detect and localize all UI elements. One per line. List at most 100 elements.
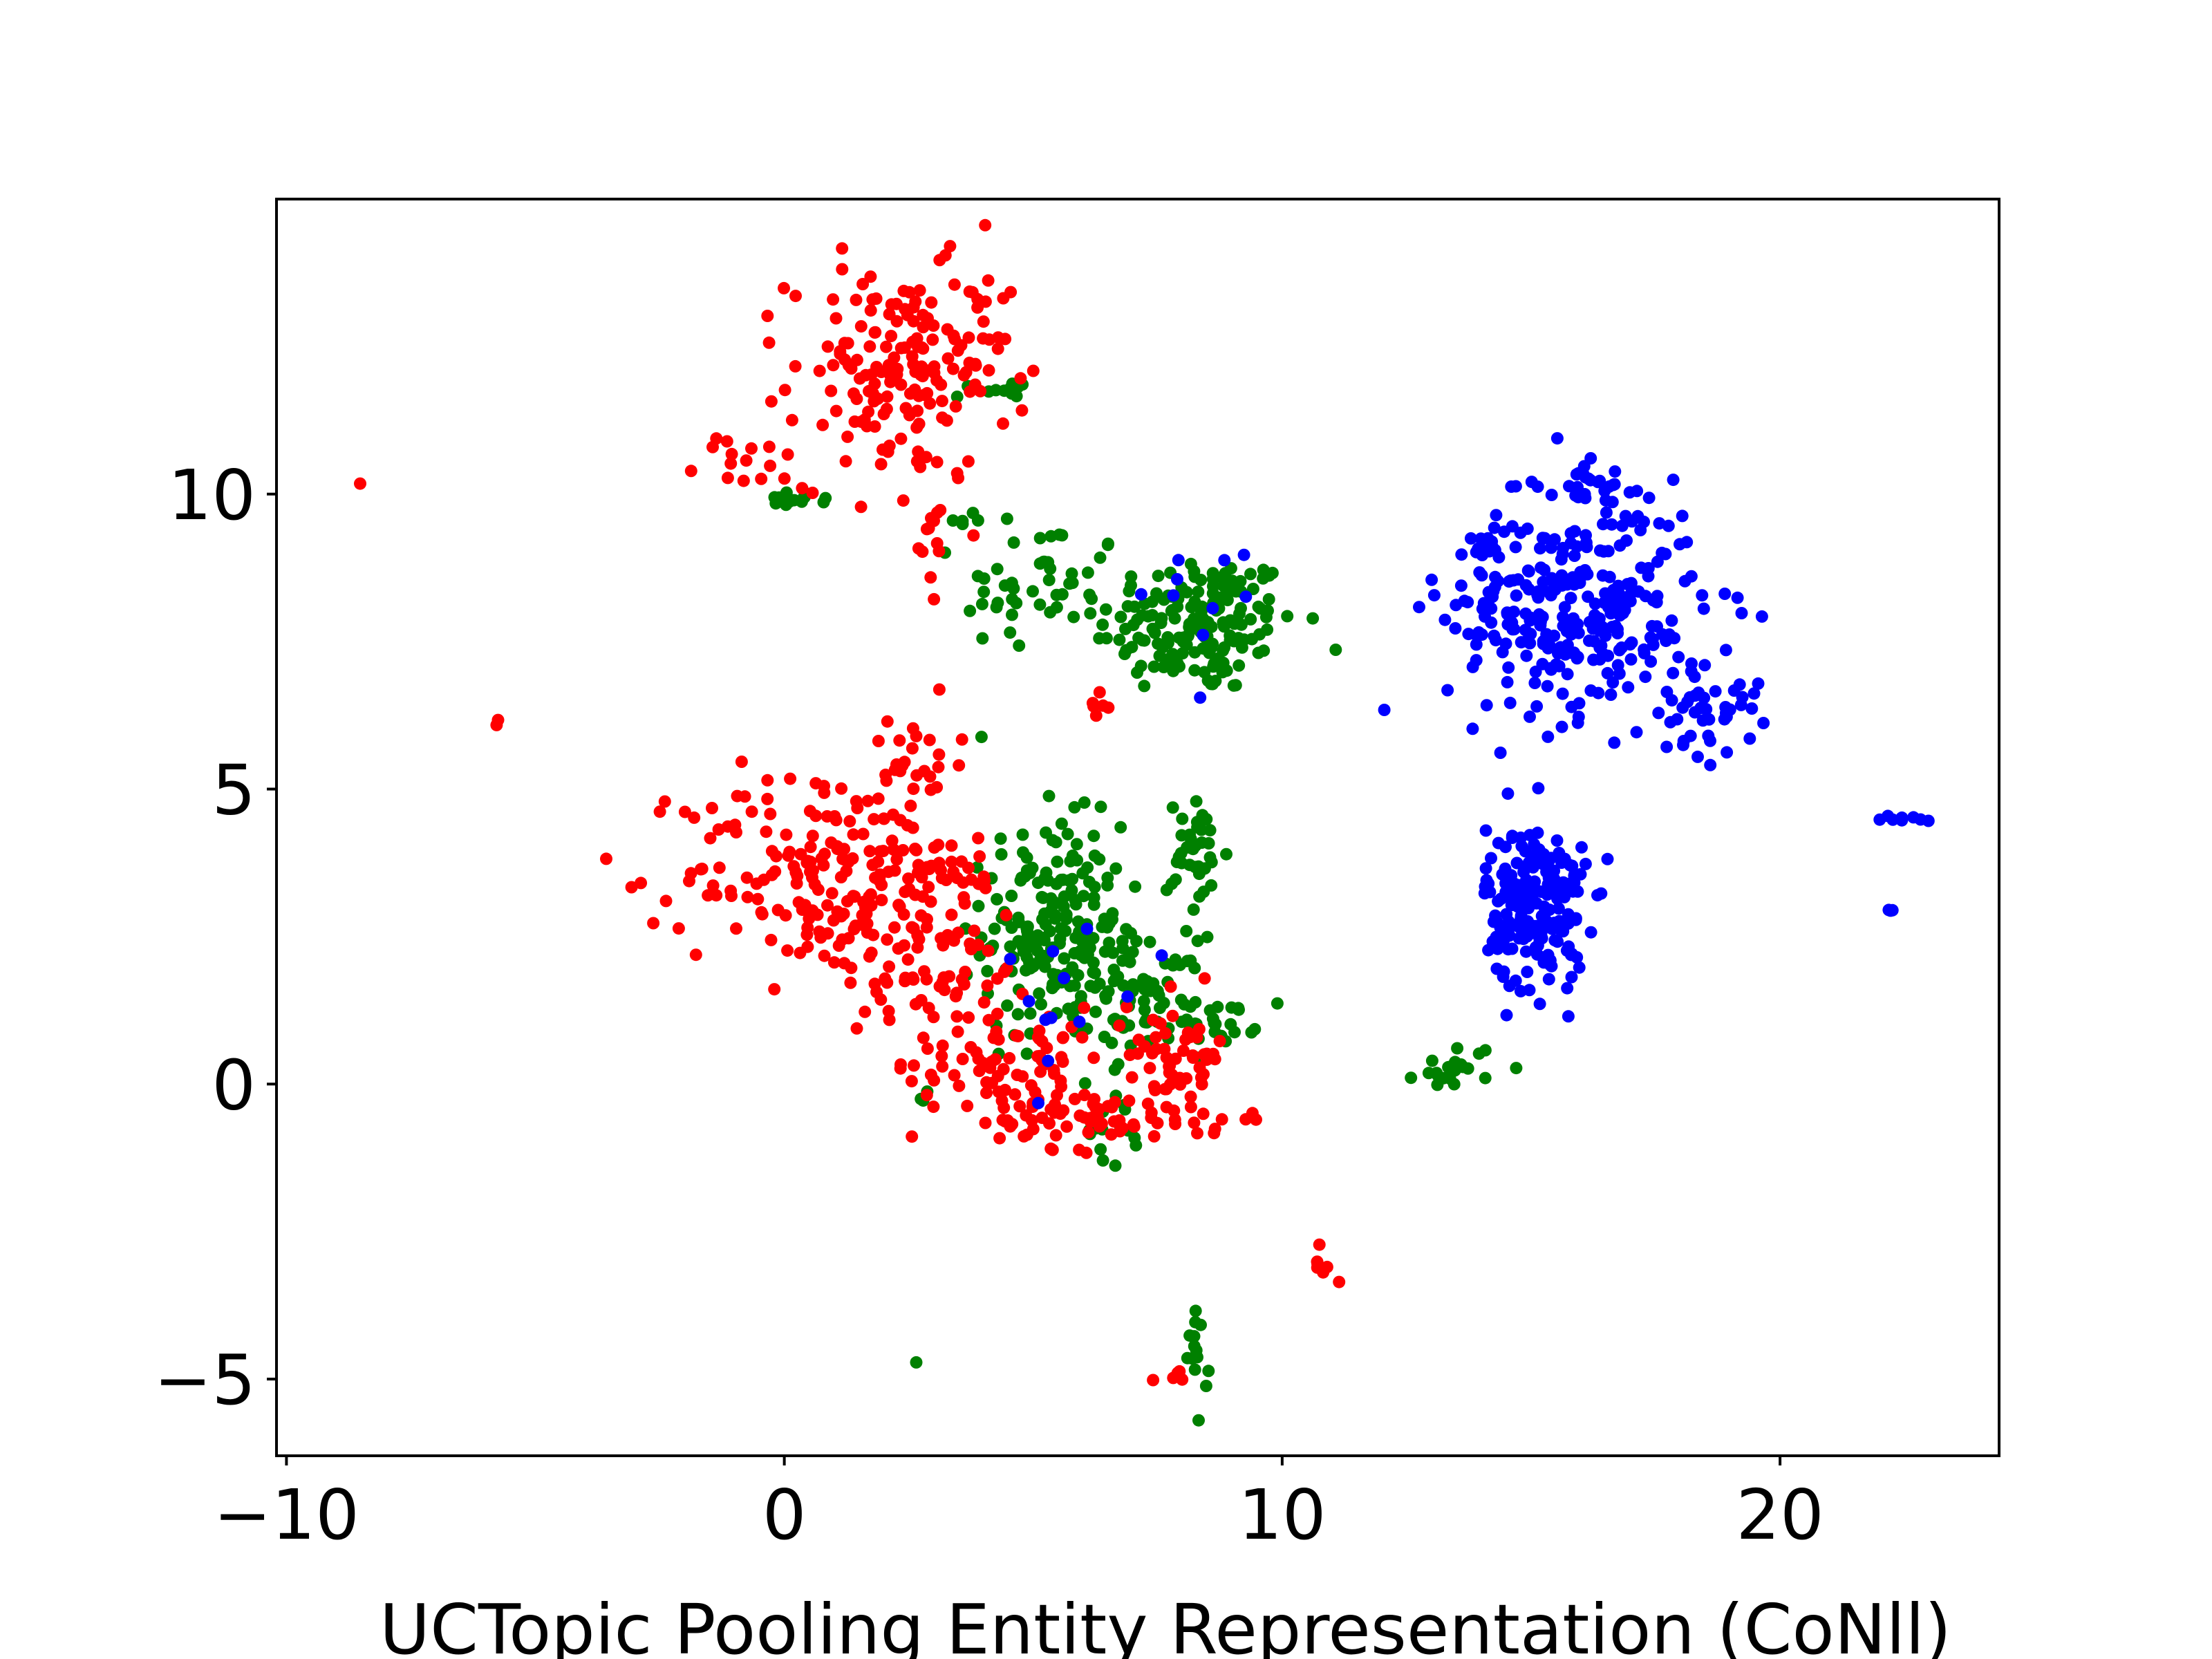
scatter-point-red (1046, 1143, 1059, 1156)
scatter-point-green (1188, 664, 1201, 677)
y-tick-label: 10 (168, 455, 256, 536)
scatter-point-green (1190, 795, 1203, 808)
scatter-point-blue (1378, 704, 1391, 716)
scatter-point-blue (1922, 814, 1935, 827)
scatter-point-red (993, 1132, 1006, 1145)
scatter-point-red (1197, 1107, 1210, 1121)
scatter-point-blue (1677, 738, 1689, 751)
scatter-point-green (1252, 646, 1265, 659)
scatter-point-green (1205, 641, 1217, 655)
scatter-point-red (1035, 1035, 1049, 1048)
scatter-point-red (751, 892, 765, 906)
scatter-point-blue (1639, 671, 1652, 684)
scatter-point-green (975, 597, 988, 610)
scatter-point-green (1184, 1000, 1197, 1013)
scatter-point-blue (1571, 950, 1584, 964)
scatter-point-green (1191, 935, 1204, 948)
scatter-point-red (778, 384, 791, 397)
scatter-point-blue (1438, 613, 1452, 626)
scatter-point-red (854, 500, 868, 514)
scatter-point-green (1031, 877, 1044, 890)
scatter-point-red (921, 386, 934, 400)
scatter-point-blue (1501, 675, 1514, 688)
scatter-point-red (930, 537, 944, 550)
scatter-point-red (883, 1013, 896, 1027)
scatter-point-green (1202, 1365, 1215, 1378)
scatter-point-blue (1560, 881, 1573, 894)
scatter-point-green (1167, 664, 1180, 677)
scatter-point-red (1188, 1116, 1201, 1130)
scatter-point-blue (1685, 657, 1698, 670)
scatter-point-red (1168, 1113, 1181, 1126)
scatter-point-red (1014, 372, 1027, 385)
scatter-point-blue (1548, 576, 1561, 589)
scatter-point-red (950, 1010, 964, 1023)
scatter-point-red (953, 759, 966, 772)
scatter-point-red (981, 979, 994, 992)
scatter-point-red (941, 352, 955, 365)
scatter-point-green (1069, 893, 1082, 906)
scatter-point-red (959, 966, 972, 978)
scatter-point-red (932, 760, 945, 774)
scatter-point-red (912, 445, 925, 458)
scatter-point-red (888, 763, 901, 776)
scatter-point-blue (1532, 782, 1545, 795)
scatter-point-blue (1550, 432, 1564, 445)
scatter-point-blue (1482, 877, 1495, 890)
scatter-point-red (997, 417, 1009, 430)
scatter-point-red (892, 899, 906, 912)
scatter-point-red (836, 242, 849, 255)
scatter-point-red (887, 808, 899, 821)
scatter-point-blue (1519, 845, 1532, 858)
scatter-point-red (764, 459, 777, 472)
scatter-point-blue (1644, 631, 1657, 644)
scatter-point-red (982, 364, 995, 377)
scatter-point-red (688, 811, 701, 824)
scatter-point-blue (1500, 1009, 1513, 1022)
plot-area-frame (275, 198, 2000, 1457)
scatter-point-red (847, 828, 860, 841)
scatter-point-blue (1482, 944, 1495, 957)
scatter-point-red (1009, 1088, 1022, 1101)
scatter-point-blue (1564, 592, 1577, 605)
scatter-point-red (915, 871, 928, 883)
scatter-point-red (825, 887, 838, 900)
scatter-point-green (1235, 601, 1247, 615)
scatter-point-red (1086, 697, 1099, 710)
scatter-point-blue (1752, 677, 1765, 690)
scatter-point-blue (1618, 603, 1631, 617)
scatter-point-green (1201, 930, 1214, 944)
scatter-point-green (1107, 975, 1121, 988)
scatter-point-red (951, 1025, 964, 1038)
scatter-point-red (879, 972, 892, 985)
scatter-point-blue (1601, 666, 1614, 679)
scatter-point-blue (1719, 644, 1732, 657)
scatter-point-red (755, 472, 768, 485)
scatter-point-blue (1688, 671, 1701, 684)
scatter-point-blue (1545, 489, 1558, 501)
scatter-point-red (1213, 1035, 1226, 1048)
scatter-point-blue (1555, 553, 1568, 566)
scatter-point-green (1016, 828, 1029, 841)
scatter-point-blue (1455, 548, 1468, 561)
scatter-point-red (850, 1022, 863, 1035)
scatter-point-blue (1601, 852, 1614, 865)
scatter-point-green (1102, 985, 1115, 998)
scatter-point-green (1055, 873, 1068, 886)
scatter-point-red (979, 881, 992, 894)
scatter-point-blue (1680, 536, 1694, 549)
scatter-point-red (721, 820, 734, 833)
scatter-point-red (868, 326, 881, 339)
scatter-point-red (1051, 1089, 1063, 1102)
scatter-point-red (737, 474, 750, 487)
scatter-point-red (963, 285, 976, 298)
scatter-point-blue (1569, 912, 1582, 925)
scatter-point-red (864, 270, 877, 283)
scatter-point-green (1114, 610, 1127, 624)
scatter-point-red (866, 859, 879, 872)
scatter-point-blue (1022, 995, 1035, 1008)
scatter-point-blue (1121, 990, 1134, 1003)
scatter-point-red (647, 917, 660, 930)
scatter-point-red (1147, 1374, 1160, 1387)
scatter-point-red (907, 922, 920, 935)
